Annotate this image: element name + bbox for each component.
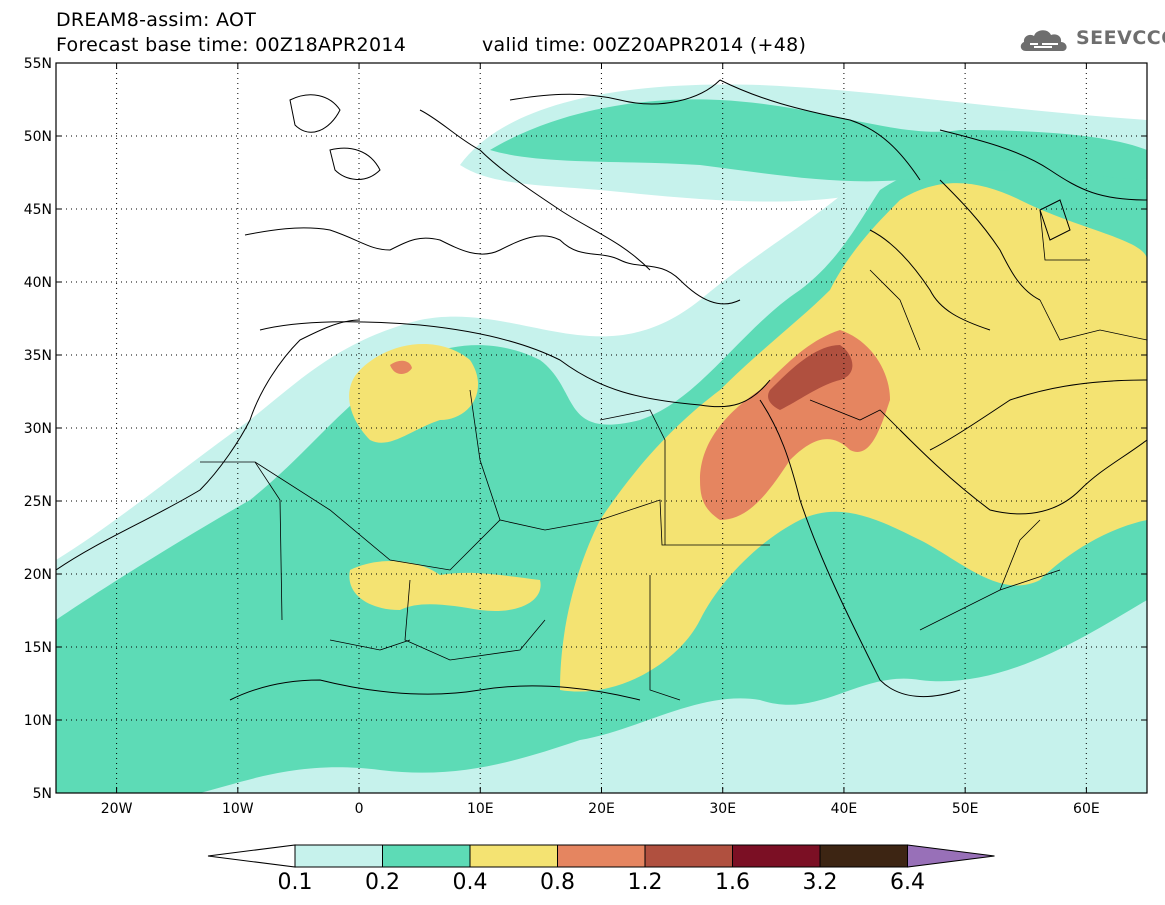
- colorbar-label: 1.6: [715, 870, 750, 895]
- colorbar-swatch: [644, 844, 733, 868]
- aot-0.2-north-band: [490, 99, 1147, 182]
- lon-label: 0: [355, 801, 364, 817]
- lat-label: 5N: [33, 786, 52, 802]
- aot-field: [56, 84, 1147, 793]
- lat-label: 20N: [24, 567, 52, 583]
- colorbar-label: 3.2: [802, 870, 838, 895]
- aot-0.4-sahara-west: [349, 343, 479, 443]
- colorbar-high-arrow: [907, 844, 995, 868]
- colorbar: [207, 844, 995, 868]
- lon-label: 20E: [588, 801, 615, 817]
- colorbar-swatch: [819, 844, 908, 868]
- lon-label: 20W: [101, 801, 133, 817]
- lat-label: 30N: [24, 421, 52, 437]
- aot-1.2-region: [768, 345, 853, 410]
- lat-label: 55N: [24, 56, 52, 72]
- colorbar-label: 0.8: [540, 870, 575, 895]
- lat-label: 10N: [24, 713, 52, 729]
- colorbar-swatch: [732, 844, 821, 868]
- colorbar-label: 1.2: [627, 870, 663, 895]
- valid-time: valid time: 00Z20APR2014 (+48): [482, 34, 807, 56]
- longitude-labels: 20W 10W 0 10E 20E 30E 40E 50E 60E: [101, 801, 1100, 817]
- aot-0.8-morocco: [390, 360, 412, 374]
- aot-0.4-sahara-central: [349, 560, 541, 611]
- lat-label: 50N: [24, 129, 52, 145]
- lon-label: 40E: [831, 801, 858, 817]
- map-title: DREAM8-assim: AOT: [56, 9, 257, 31]
- forecast-base-time: Forecast base time: 00Z18APR2014: [56, 34, 407, 56]
- lat-label: 35N: [24, 348, 52, 364]
- cloud-icon: [1020, 30, 1067, 51]
- colorbar-swatch: [294, 844, 383, 868]
- colorbar-label: 0.1: [277, 870, 313, 895]
- colorbar-label: 0.2: [365, 870, 400, 895]
- colorbar-low-arrow: [207, 844, 296, 868]
- lat-label: 45N: [24, 202, 52, 218]
- graticule: [56, 63, 1147, 793]
- seevccc-logo: SEEVCCC: [1018, 24, 1165, 56]
- axis-ticks: [56, 62, 1147, 794]
- latitude-labels: 55N 50N 45N 40N 35N 30N 25N 20N 15N 10N 5N: [24, 56, 52, 802]
- colorbar-swatch: [557, 844, 646, 868]
- colorbar-swatch: [382, 844, 471, 868]
- colorbar-label: 6.4: [890, 870, 925, 895]
- colorbar-label: 0.4: [452, 870, 488, 895]
- country-borders: [200, 209, 1147, 701]
- lat-label: 40N: [24, 275, 52, 291]
- colorbar-swatch: [469, 844, 558, 868]
- lon-label: 50E: [952, 801, 979, 817]
- lon-label: 30E: [709, 801, 736, 817]
- coastlines: [56, 79, 1147, 701]
- lon-label: 10E: [467, 801, 494, 817]
- logo-text: SEEVCCC: [1076, 27, 1165, 49]
- lon-label: 10W: [222, 801, 254, 817]
- lon-label: 60E: [1073, 801, 1100, 817]
- lat-label: 15N: [24, 640, 52, 656]
- lat-label: 25N: [24, 494, 52, 510]
